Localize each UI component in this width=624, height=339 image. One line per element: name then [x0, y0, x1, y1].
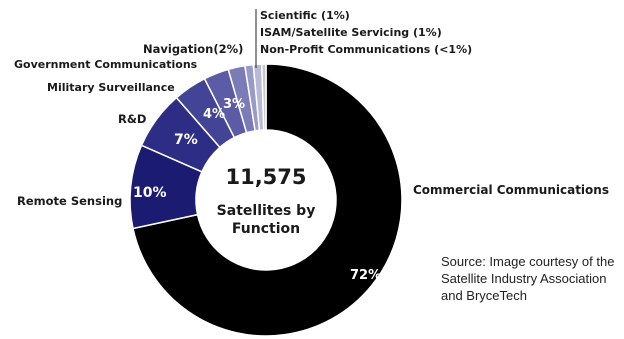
label-military: Military Surveillance: [47, 81, 175, 94]
label-navigation: Navigation(2%): [143, 42, 243, 56]
source-note: Source: Image courtesy of the Satellite …: [441, 254, 615, 303]
label-rnd: R&D: [118, 112, 146, 126]
pct-label-government: 3%: [223, 97, 245, 112]
pct-label-military: 4%: [203, 107, 225, 122]
donut-slices: [129, 63, 403, 337]
pct-label-commercial: 72%: [350, 268, 381, 283]
label-remote-sensing: Remote Sensing: [17, 194, 122, 208]
label-government: Government Communications: [14, 58, 198, 71]
center-total: 11,575: [225, 165, 306, 189]
pct-label-rnd: 7%: [174, 132, 198, 148]
label-nonprofit: Non-Profit Communications (<1%): [260, 43, 472, 56]
slice-commercial-communications: [132, 63, 403, 337]
pct-label-remote-sensing: 10%: [133, 185, 167, 201]
label-scientific: Scientific (1%): [260, 9, 350, 22]
label-commercial: Commercial Communications: [413, 183, 609, 197]
donut-center: 11,575 Satellites by Function: [217, 165, 316, 237]
center-label-line1: Satellites by: [217, 203, 316, 219]
label-isam: ISAM/Satellite Servicing (1%): [260, 26, 442, 39]
percent-labels: 72% 10% 7% 4% 3%: [133, 97, 381, 283]
category-labels: Commercial Communications Remote Sensing…: [14, 9, 609, 208]
slice-non-profit-communications-1: [260, 63, 267, 131]
center-label-line2: Function: [232, 221, 300, 237]
